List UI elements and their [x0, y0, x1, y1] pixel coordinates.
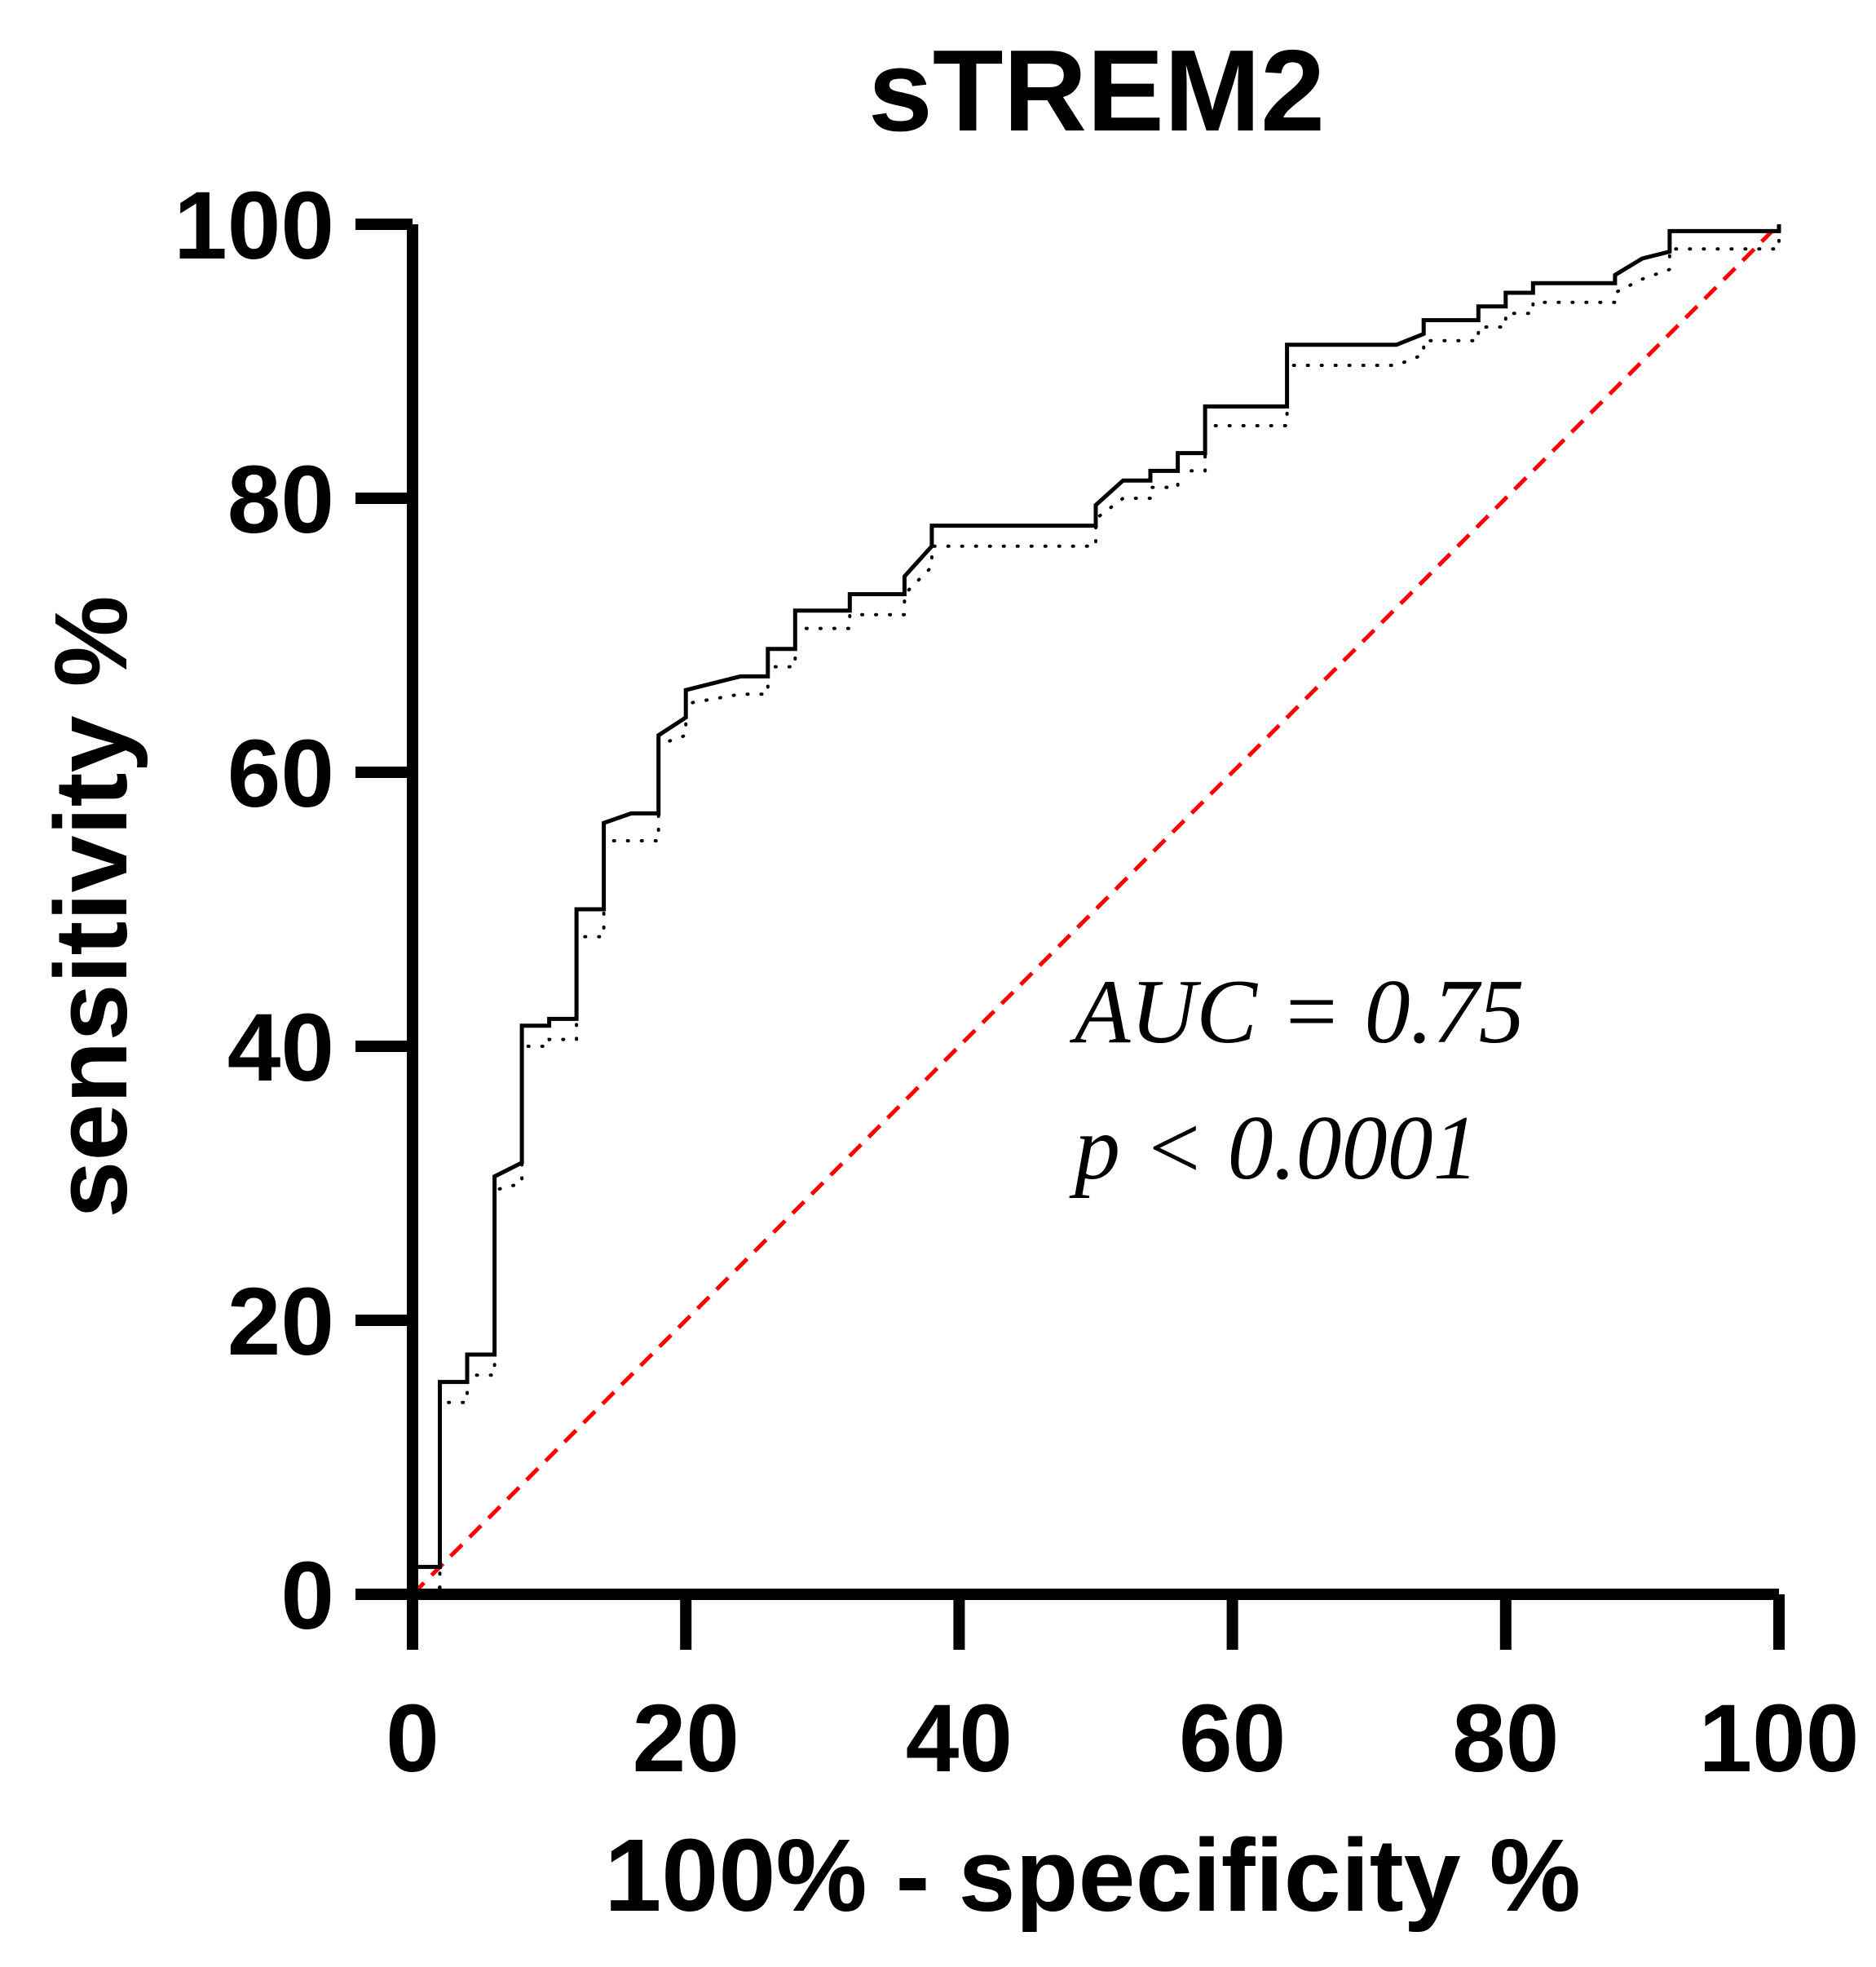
axes [355, 224, 1779, 1600]
x-tick-label: 0 [386, 1685, 439, 1792]
y-tick-label: 100 [174, 172, 334, 280]
x-tick-label: 80 [1452, 1685, 1559, 1792]
auc-annotation: AUC = 0.75 [1069, 961, 1525, 1063]
y-tick-label: 40 [227, 994, 334, 1102]
y-axis-label: sensitivity % [33, 595, 148, 1218]
x-tick-label: 100 [1699, 1685, 1860, 1792]
chart-title: sTREM2 [868, 26, 1325, 156]
p-value-annotation: p < 0.0001 [1069, 1098, 1479, 1199]
plot-area [410, 223, 1781, 1596]
y-tick-label: 80 [227, 446, 334, 554]
y-tick-label: 20 [227, 1268, 334, 1376]
x-tick-label: 20 [633, 1685, 739, 1792]
y-tick-label: 60 [227, 720, 334, 828]
x-tick-label: 60 [1179, 1685, 1286, 1792]
series-reference-line [411, 223, 1781, 1596]
x-tick-label: 40 [906, 1685, 1013, 1792]
series-ci-band-line [411, 236, 1781, 1596]
x-axis-label: 100% - specificity % [604, 1818, 1581, 1933]
y-tick-label: 0 [280, 1542, 334, 1650]
series-roc-line [410, 224, 1781, 1594]
axis-ticks: 0 20 40 60 80 100 0 20 40 60 80 100 [174, 172, 1859, 1792]
